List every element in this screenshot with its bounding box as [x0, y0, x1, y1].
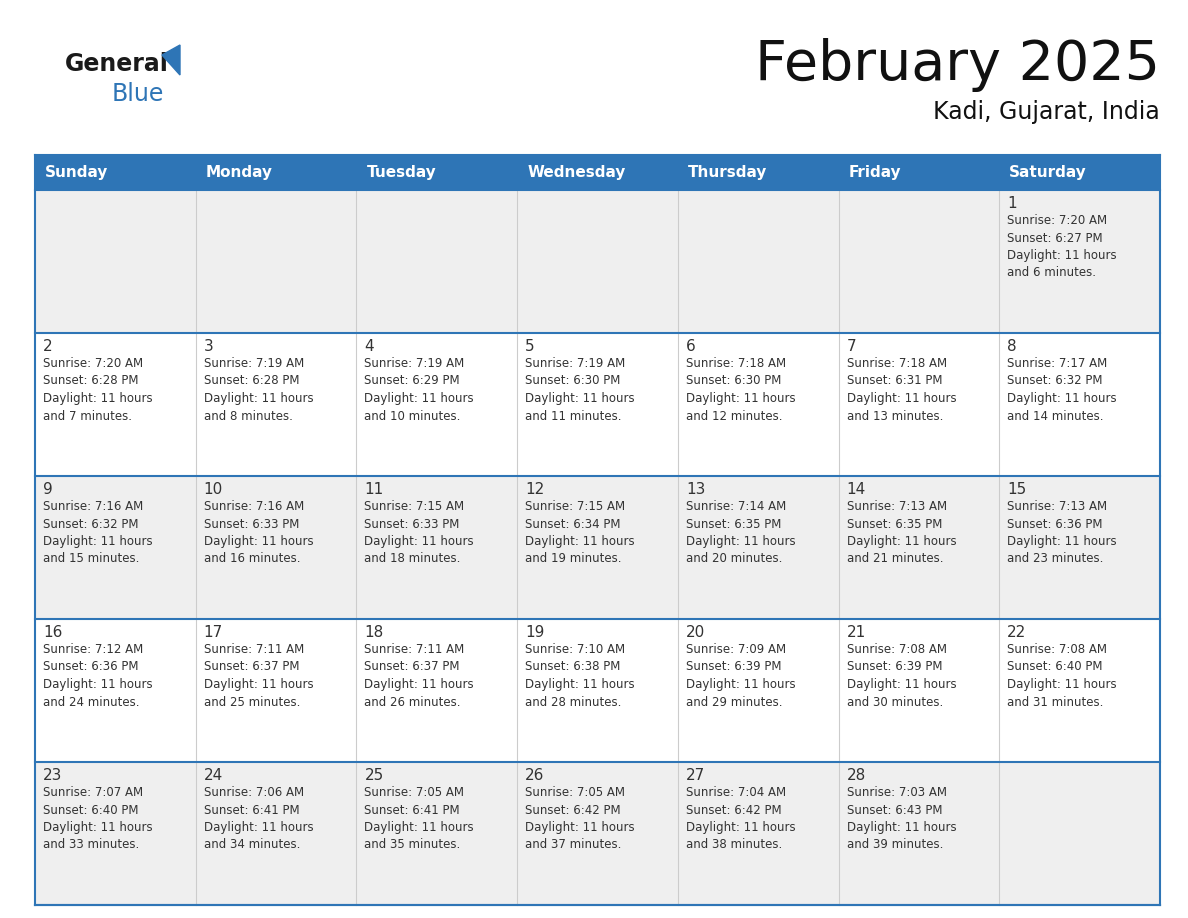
Text: 22: 22 — [1007, 625, 1026, 640]
Text: 11: 11 — [365, 482, 384, 497]
FancyBboxPatch shape — [999, 155, 1159, 190]
Text: Sunrise: 7:14 AM
Sunset: 6:35 PM
Daylight: 11 hours
and 20 minutes.: Sunrise: 7:14 AM Sunset: 6:35 PM Dayligh… — [685, 500, 796, 565]
Text: February 2025: February 2025 — [756, 38, 1159, 92]
Text: Sunrise: 7:20 AM
Sunset: 6:28 PM
Daylight: 11 hours
and 7 minutes.: Sunrise: 7:20 AM Sunset: 6:28 PM Dayligh… — [43, 357, 152, 422]
Text: Sunrise: 7:16 AM
Sunset: 6:32 PM
Daylight: 11 hours
and 15 minutes.: Sunrise: 7:16 AM Sunset: 6:32 PM Dayligh… — [43, 500, 152, 565]
Text: 23: 23 — [43, 768, 63, 783]
Text: Kadi, Gujarat, India: Kadi, Gujarat, India — [934, 100, 1159, 124]
Text: Sunrise: 7:10 AM
Sunset: 6:38 PM
Daylight: 11 hours
and 28 minutes.: Sunrise: 7:10 AM Sunset: 6:38 PM Dayligh… — [525, 643, 634, 709]
Text: 28: 28 — [847, 768, 866, 783]
Text: Sunrise: 7:17 AM
Sunset: 6:32 PM
Daylight: 11 hours
and 14 minutes.: Sunrise: 7:17 AM Sunset: 6:32 PM Dayligh… — [1007, 357, 1117, 422]
FancyBboxPatch shape — [34, 190, 1159, 333]
Text: Sunrise: 7:11 AM
Sunset: 6:37 PM
Daylight: 11 hours
and 25 minutes.: Sunrise: 7:11 AM Sunset: 6:37 PM Dayligh… — [203, 643, 314, 709]
Text: Sunday: Sunday — [45, 165, 108, 180]
Text: Friday: Friday — [848, 165, 902, 180]
Text: 3: 3 — [203, 339, 214, 354]
FancyBboxPatch shape — [839, 155, 999, 190]
Text: Sunrise: 7:20 AM
Sunset: 6:27 PM
Daylight: 11 hours
and 6 minutes.: Sunrise: 7:20 AM Sunset: 6:27 PM Dayligh… — [1007, 214, 1117, 279]
Text: Tuesday: Tuesday — [366, 165, 436, 180]
FancyBboxPatch shape — [34, 476, 1159, 619]
Text: 12: 12 — [525, 482, 544, 497]
Text: 20: 20 — [685, 625, 706, 640]
Text: 6: 6 — [685, 339, 696, 354]
Text: Sunrise: 7:05 AM
Sunset: 6:42 PM
Daylight: 11 hours
and 37 minutes.: Sunrise: 7:05 AM Sunset: 6:42 PM Dayligh… — [525, 786, 634, 852]
Text: Sunrise: 7:08 AM
Sunset: 6:40 PM
Daylight: 11 hours
and 31 minutes.: Sunrise: 7:08 AM Sunset: 6:40 PM Dayligh… — [1007, 643, 1117, 709]
Text: Monday: Monday — [206, 165, 273, 180]
Polygon shape — [162, 45, 181, 75]
Text: 24: 24 — [203, 768, 223, 783]
Text: Thursday: Thursday — [688, 165, 767, 180]
Text: 5: 5 — [525, 339, 535, 354]
Text: 1: 1 — [1007, 196, 1017, 211]
FancyBboxPatch shape — [356, 155, 517, 190]
Text: General: General — [65, 52, 169, 76]
Text: Sunrise: 7:12 AM
Sunset: 6:36 PM
Daylight: 11 hours
and 24 minutes.: Sunrise: 7:12 AM Sunset: 6:36 PM Dayligh… — [43, 643, 152, 709]
Text: 13: 13 — [685, 482, 706, 497]
Text: 19: 19 — [525, 625, 544, 640]
Text: Sunrise: 7:08 AM
Sunset: 6:39 PM
Daylight: 11 hours
and 30 minutes.: Sunrise: 7:08 AM Sunset: 6:39 PM Dayligh… — [847, 643, 956, 709]
Text: 17: 17 — [203, 625, 223, 640]
Text: 27: 27 — [685, 768, 706, 783]
FancyBboxPatch shape — [34, 619, 1159, 762]
Text: Sunrise: 7:16 AM
Sunset: 6:33 PM
Daylight: 11 hours
and 16 minutes.: Sunrise: 7:16 AM Sunset: 6:33 PM Dayligh… — [203, 500, 314, 565]
Text: Sunrise: 7:15 AM
Sunset: 6:34 PM
Daylight: 11 hours
and 19 minutes.: Sunrise: 7:15 AM Sunset: 6:34 PM Dayligh… — [525, 500, 634, 565]
Text: 9: 9 — [43, 482, 52, 497]
Text: 8: 8 — [1007, 339, 1017, 354]
FancyBboxPatch shape — [34, 762, 1159, 905]
Text: Sunrise: 7:11 AM
Sunset: 6:37 PM
Daylight: 11 hours
and 26 minutes.: Sunrise: 7:11 AM Sunset: 6:37 PM Dayligh… — [365, 643, 474, 709]
Text: Sunrise: 7:18 AM
Sunset: 6:31 PM
Daylight: 11 hours
and 13 minutes.: Sunrise: 7:18 AM Sunset: 6:31 PM Dayligh… — [847, 357, 956, 422]
Text: Sunrise: 7:18 AM
Sunset: 6:30 PM
Daylight: 11 hours
and 12 minutes.: Sunrise: 7:18 AM Sunset: 6:30 PM Dayligh… — [685, 357, 796, 422]
FancyBboxPatch shape — [196, 155, 356, 190]
FancyBboxPatch shape — [34, 333, 1159, 476]
Text: 4: 4 — [365, 339, 374, 354]
Text: 7: 7 — [847, 339, 857, 354]
Text: Sunrise: 7:19 AM
Sunset: 6:30 PM
Daylight: 11 hours
and 11 minutes.: Sunrise: 7:19 AM Sunset: 6:30 PM Dayligh… — [525, 357, 634, 422]
Text: 26: 26 — [525, 768, 544, 783]
Text: 14: 14 — [847, 482, 866, 497]
Text: Sunrise: 7:19 AM
Sunset: 6:29 PM
Daylight: 11 hours
and 10 minutes.: Sunrise: 7:19 AM Sunset: 6:29 PM Dayligh… — [365, 357, 474, 422]
Text: Sunrise: 7:04 AM
Sunset: 6:42 PM
Daylight: 11 hours
and 38 minutes.: Sunrise: 7:04 AM Sunset: 6:42 PM Dayligh… — [685, 786, 796, 852]
Text: 21: 21 — [847, 625, 866, 640]
Text: Sunrise: 7:15 AM
Sunset: 6:33 PM
Daylight: 11 hours
and 18 minutes.: Sunrise: 7:15 AM Sunset: 6:33 PM Dayligh… — [365, 500, 474, 565]
Text: 16: 16 — [43, 625, 63, 640]
Text: 10: 10 — [203, 482, 223, 497]
Text: Sunrise: 7:07 AM
Sunset: 6:40 PM
Daylight: 11 hours
and 33 minutes.: Sunrise: 7:07 AM Sunset: 6:40 PM Dayligh… — [43, 786, 152, 852]
Text: Sunrise: 7:13 AM
Sunset: 6:36 PM
Daylight: 11 hours
and 23 minutes.: Sunrise: 7:13 AM Sunset: 6:36 PM Dayligh… — [1007, 500, 1117, 565]
Text: Sunrise: 7:13 AM
Sunset: 6:35 PM
Daylight: 11 hours
and 21 minutes.: Sunrise: 7:13 AM Sunset: 6:35 PM Dayligh… — [847, 500, 956, 565]
Text: Blue: Blue — [112, 82, 164, 106]
FancyBboxPatch shape — [34, 155, 196, 190]
Text: Sunrise: 7:06 AM
Sunset: 6:41 PM
Daylight: 11 hours
and 34 minutes.: Sunrise: 7:06 AM Sunset: 6:41 PM Dayligh… — [203, 786, 314, 852]
Text: Saturday: Saturday — [1010, 165, 1087, 180]
Text: Sunrise: 7:03 AM
Sunset: 6:43 PM
Daylight: 11 hours
and 39 minutes.: Sunrise: 7:03 AM Sunset: 6:43 PM Dayligh… — [847, 786, 956, 852]
Text: Sunrise: 7:09 AM
Sunset: 6:39 PM
Daylight: 11 hours
and 29 minutes.: Sunrise: 7:09 AM Sunset: 6:39 PM Dayligh… — [685, 643, 796, 709]
Text: 18: 18 — [365, 625, 384, 640]
Text: Wednesday: Wednesday — [527, 165, 626, 180]
Text: Sunrise: 7:05 AM
Sunset: 6:41 PM
Daylight: 11 hours
and 35 minutes.: Sunrise: 7:05 AM Sunset: 6:41 PM Dayligh… — [365, 786, 474, 852]
Text: 15: 15 — [1007, 482, 1026, 497]
Text: Sunrise: 7:19 AM
Sunset: 6:28 PM
Daylight: 11 hours
and 8 minutes.: Sunrise: 7:19 AM Sunset: 6:28 PM Dayligh… — [203, 357, 314, 422]
Text: 25: 25 — [365, 768, 384, 783]
Text: 2: 2 — [43, 339, 52, 354]
FancyBboxPatch shape — [678, 155, 839, 190]
FancyBboxPatch shape — [517, 155, 678, 190]
